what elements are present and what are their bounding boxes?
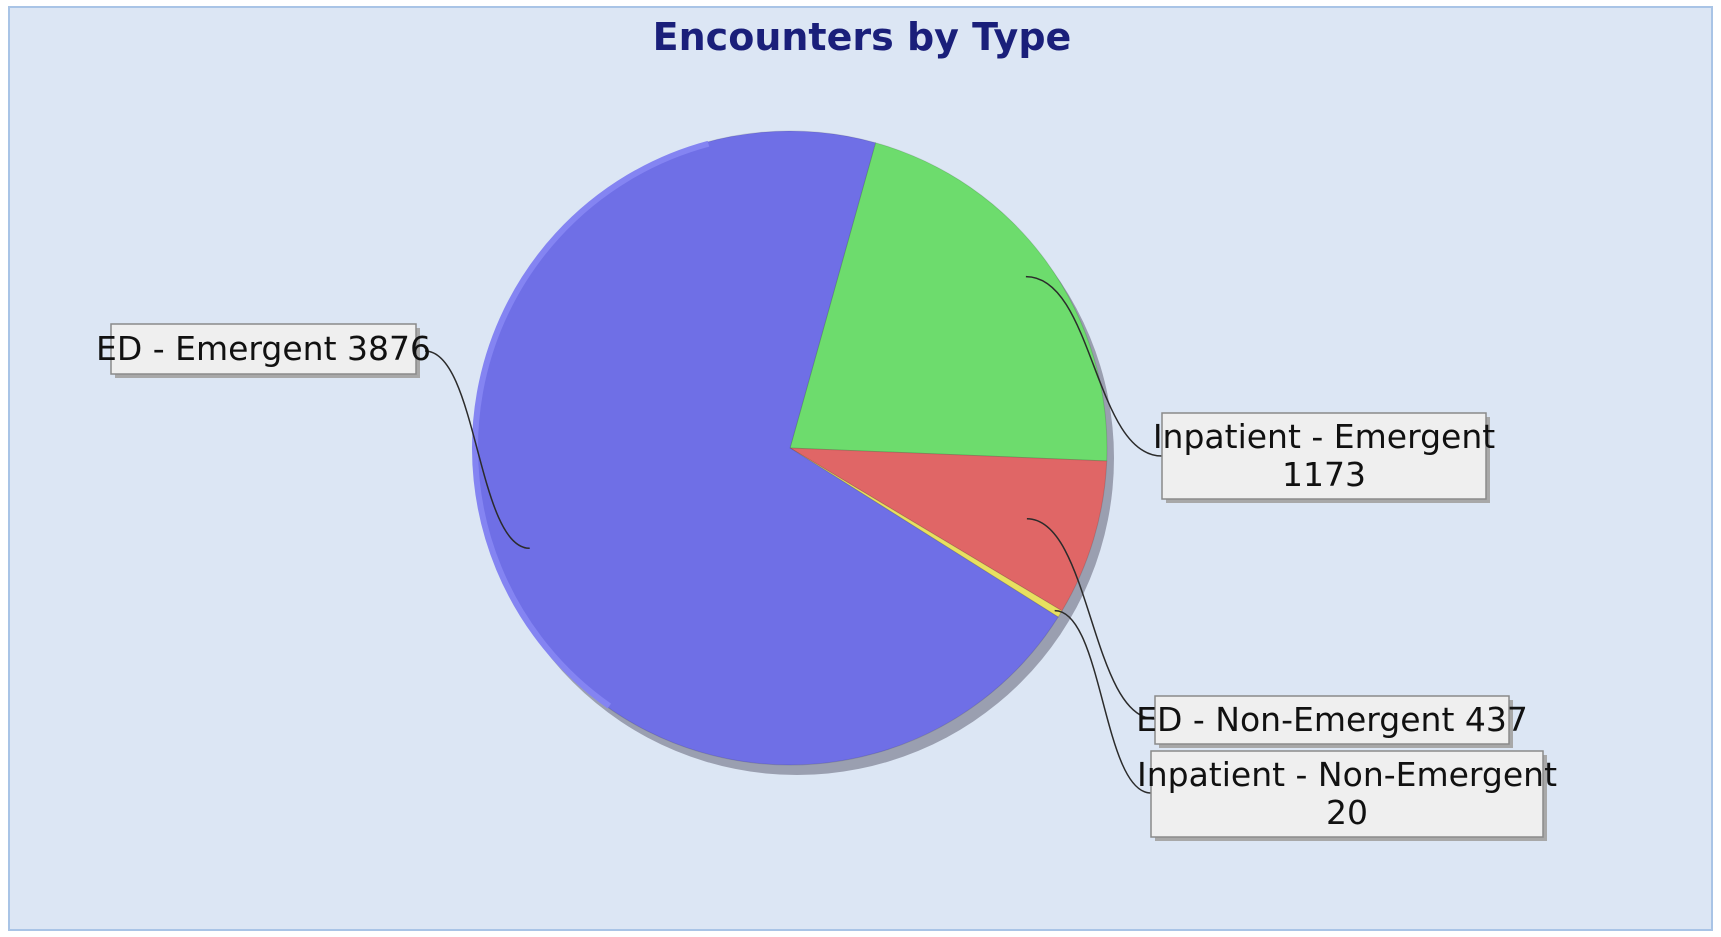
pie-slice-ed-non-emergent[interactable] <box>789 447 1108 612</box>
slice-label-text: Inpatient - Non-Emergent <box>1137 755 1557 794</box>
slice-label-ed-emergent: ED - Emergent 3876 <box>96 323 431 378</box>
pie-rim-highlight <box>472 140 710 709</box>
pie-chart: Encounters by Type ED - Emergent 3876 Inp… <box>96 15 1557 841</box>
slice-labels: ED - Emergent 3876 Inpatient - Emergent11… <box>96 323 1557 841</box>
slice-label-text: ED - Non-Emergent 437 <box>1136 700 1528 739</box>
leader-line-ed-emergent <box>424 350 530 550</box>
slice-label-text: 1173 <box>1282 455 1366 494</box>
label-leaders <box>424 275 1163 794</box>
chart-title: Encounters by Type <box>653 15 1072 59</box>
label-box <box>110 323 417 375</box>
leader-line-ed-non-emergent <box>1026 518 1156 720</box>
label-box <box>1161 412 1487 500</box>
leader-line-inpatient-non-emergent <box>1054 609 1152 794</box>
slice-label-text: 20 <box>1326 793 1368 832</box>
chart-panel: Encounters by Type ED - Emergent 3876 Inp… <box>8 6 1713 931</box>
slice-label-ed-non-emergent: ED - Non-Emergent 437 <box>1136 695 1528 748</box>
label-box <box>1154 695 1510 745</box>
slice-label-text: Inpatient - Emergent <box>1153 417 1495 456</box>
pie-slice-inpatient-emergent[interactable] <box>789 142 1108 462</box>
leader-line-inpatient-emergent <box>1025 275 1163 457</box>
slice-label-text: ED - Emergent 3876 <box>96 329 431 368</box>
pie-slices <box>472 130 1108 766</box>
pie-slice-inpatient-non-emergent[interactable] <box>789 447 1063 618</box>
label-box <box>1150 750 1544 838</box>
